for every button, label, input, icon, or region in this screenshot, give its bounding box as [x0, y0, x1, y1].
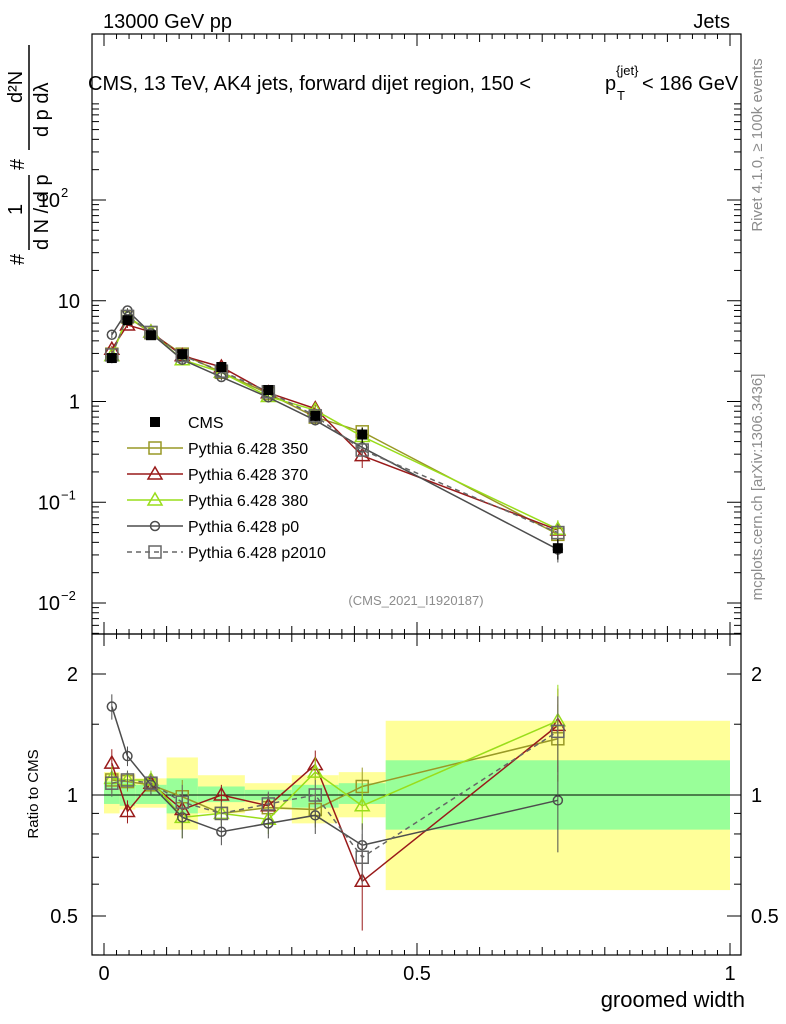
cms-data-point — [177, 349, 188, 360]
cms-data-point — [145, 330, 156, 341]
series-ratio-point — [105, 776, 119, 790]
ylabel-hash: # — [7, 253, 29, 265]
x-tick-label: 0.5 — [403, 963, 431, 985]
y-tick-exponent: −1 — [61, 487, 76, 502]
ratio-y-axis-title: Ratio to CMS — [25, 749, 42, 838]
mcplots-label: mcplots.cern.ch [arXiv:1306.3436] — [749, 374, 766, 601]
series-point — [308, 409, 323, 423]
legend-label: Pythia 6.428 380 — [188, 493, 308, 510]
ylabel-one: 1 — [5, 204, 27, 215]
title-tail: < 186 GeV — [642, 73, 739, 95]
y-tick-exponent: −2 — [61, 588, 76, 603]
legend-entry: Pythia 6.428 p2010 — [127, 545, 326, 562]
legend-label: Pythia 6.428 350 — [188, 441, 308, 458]
legend-marker — [146, 491, 164, 506]
legend-entry: Pythia 6.428 p0 — [127, 519, 299, 536]
legend: CMS Pythia 6.428 350 Pythia 6.428 370 Pythi… — [127, 415, 326, 562]
legend-entry: CMS — [150, 415, 224, 432]
header-right-label: Jets — [693, 11, 730, 33]
ratio-y-tick-label: 2 — [67, 664, 78, 686]
legend-entry: Pythia 6.428 380 — [127, 491, 308, 510]
series-point — [355, 443, 369, 457]
series-ratio-point — [353, 872, 371, 888]
cms-data-point — [357, 429, 368, 440]
y-tick-label: 10 — [38, 190, 60, 212]
series-ratio-point — [306, 763, 324, 778]
main-plot-frame — [91, 33, 742, 635]
title-main: CMS, 13 TeV, AK4 jets, forward dijet reg… — [88, 73, 531, 95]
cms-data-point — [263, 385, 274, 396]
legend-marker — [149, 520, 161, 532]
series-ratio-point — [552, 795, 564, 806]
series-ratio-line — [111, 730, 559, 859]
y-tick-label: 10 — [58, 291, 80, 313]
ylabel-denominator: d N / d p — [31, 174, 53, 250]
x-axis-title: groomed width — [601, 987, 745, 1012]
title-superscript: {jet} — [616, 63, 639, 78]
y-tick-label: 10 — [38, 593, 60, 615]
legend-marker — [146, 465, 164, 480]
ratio-y-tick-label-right: 1 — [751, 785, 762, 807]
analysis-watermark: (CMS_2021_I1920187) — [348, 593, 483, 608]
series-ratio-point — [216, 826, 227, 838]
legend-marker — [148, 441, 162, 455]
chart-title: CMS, 13 TeV, AK4 jets, forward dijet reg… — [88, 63, 739, 103]
series-ratio-point — [355, 850, 369, 865]
cms-data-point — [106, 353, 117, 364]
legend-entry: Pythia 6.428 350 — [127, 441, 308, 458]
cms-data-point — [310, 410, 321, 421]
series-ratio-point — [120, 773, 135, 787]
ylabel-hash-2: # — [7, 158, 29, 170]
ratio-y-tick-label: 0.5 — [50, 906, 78, 928]
series-ratio-point — [214, 806, 229, 821]
legend-marker — [148, 545, 162, 559]
legend-entry: Pythia 6.428 370 — [127, 465, 308, 484]
header-left-label: 13000 GeV pp — [103, 11, 232, 33]
y-axis-title: # 1 d N / d p # d²N d p dλ — [5, 45, 53, 265]
series-ratio-point — [261, 797, 276, 811]
cms-data-point — [552, 543, 563, 554]
x-tick-label: 1 — [724, 963, 735, 985]
y-tick-label: 1 — [69, 392, 80, 414]
ratio-uncertainty-bands — [104, 720, 730, 891]
x-tick-label: 0 — [98, 963, 109, 985]
legend-label: Pythia 6.428 p2010 — [188, 545, 326, 562]
ratio-y-tick-label: 1 — [67, 785, 78, 807]
title-subscript: T — [617, 88, 625, 103]
series-point — [353, 447, 371, 462]
title-p: p — [605, 73, 616, 95]
y-tick-label: 10 — [38, 492, 60, 514]
legend-label: CMS — [188, 415, 224, 432]
legend-marker — [150, 417, 160, 427]
y-tick-exponent: 2 — [61, 185, 68, 200]
series-ratio-point — [308, 788, 323, 802]
legend-label: Pythia 6.428 370 — [188, 467, 308, 484]
series-ratio-point — [122, 750, 133, 762]
legend-label: Pythia 6.428 p0 — [188, 519, 299, 536]
ylabel-denominator-2: d p dλ — [31, 83, 53, 137]
series-ratio-point — [551, 724, 565, 739]
series-point — [106, 329, 118, 340]
series-ratio-point — [263, 818, 274, 829]
cms-data-layer — [106, 315, 563, 560]
series-point — [551, 525, 565, 540]
series-ratio-point — [144, 776, 158, 790]
series-ratio-point — [353, 797, 371, 812]
series-ratio-point — [119, 802, 136, 818]
ylabel-numerator: d²N — [5, 71, 27, 103]
cms-data-point — [122, 315, 133, 326]
series-ratio-point — [175, 795, 189, 809]
series-ratio-point — [213, 786, 230, 801]
ratio-y-tick-label-right: 0.5 — [751, 906, 779, 928]
series-ratio-point — [106, 701, 118, 712]
ratio-y-tick-label-right: 2 — [751, 664, 762, 686]
rivet-version-label: Rivet 4.1.0, ≥ 100k events — [749, 58, 766, 231]
cms-data-point — [216, 362, 227, 373]
